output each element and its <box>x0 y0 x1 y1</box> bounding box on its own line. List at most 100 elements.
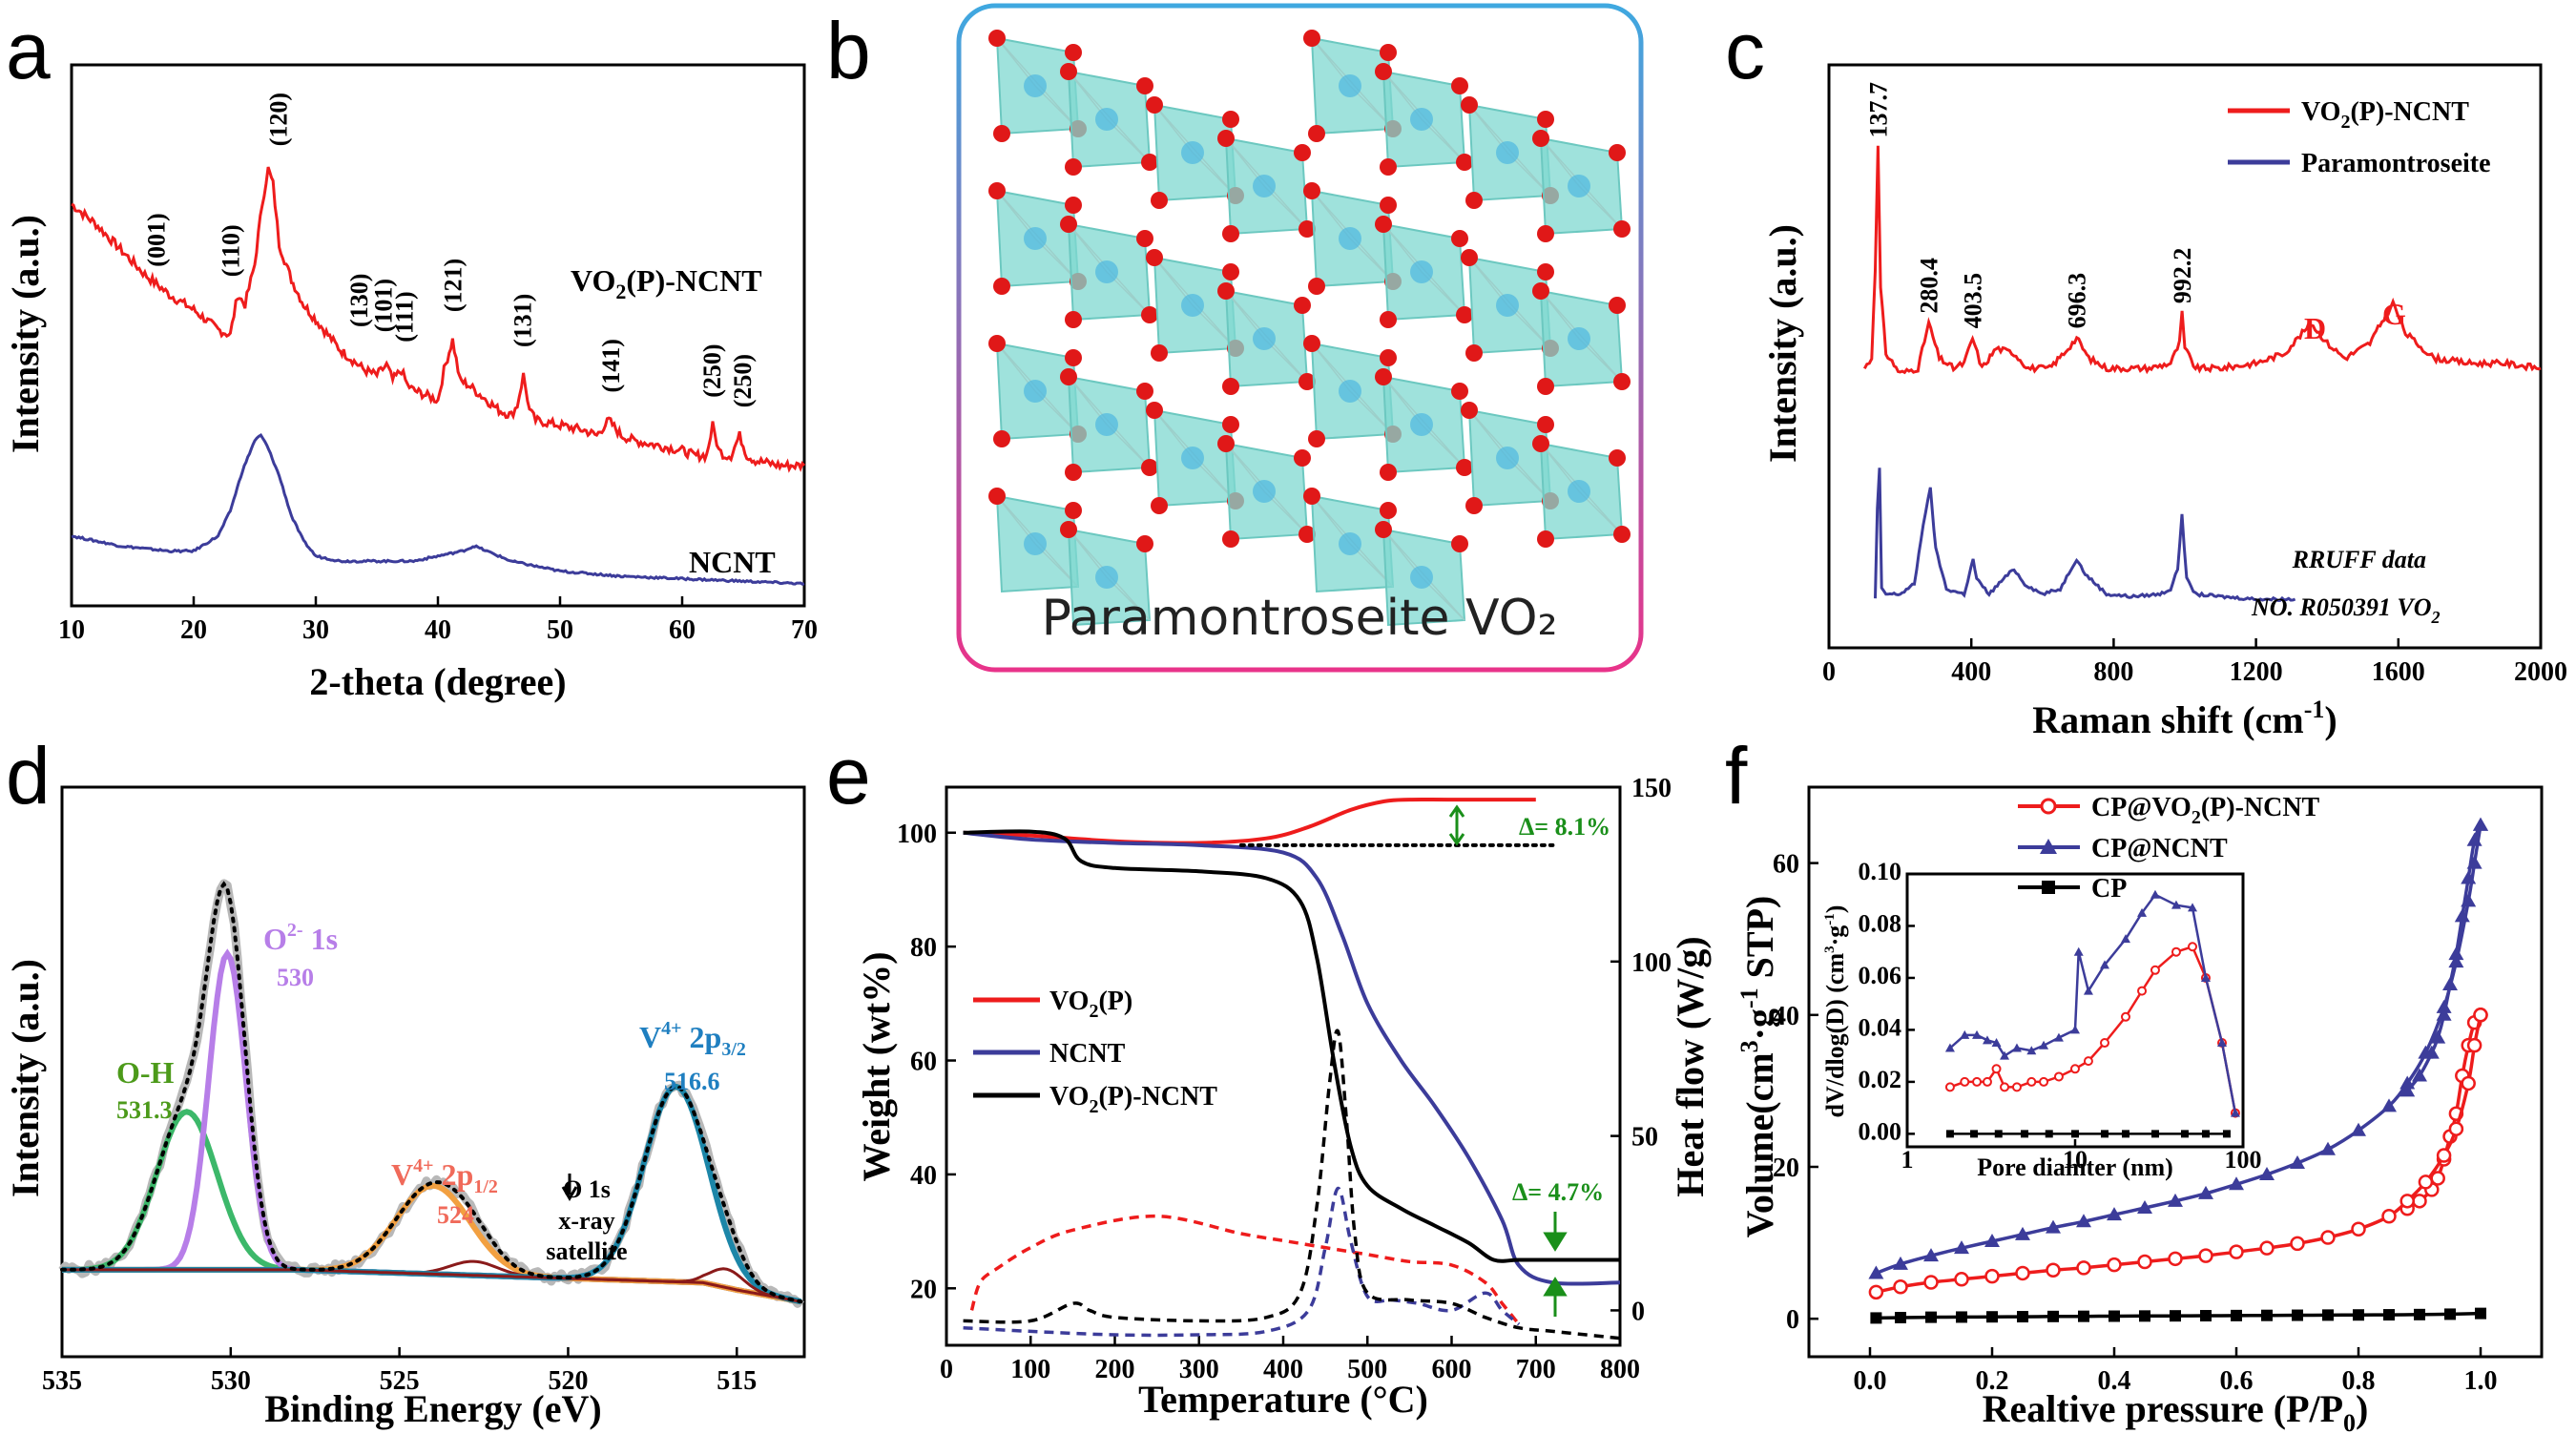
structure-oxygen-17-2 <box>1456 306 1473 323</box>
structure-oxygen-15-2 <box>1456 154 1473 171</box>
structure-oxygen-20-1 <box>1380 502 1397 519</box>
panel-f-inset-marker-2-9 <box>2180 1130 2189 1138</box>
panel-e-xtick-label-2: 200 <box>1095 1355 1135 1384</box>
structure-oxygen-25-3 <box>1537 378 1554 395</box>
panel-f-inset-marker-1-15 <box>2137 907 2148 917</box>
panel-f-xtick-label-0: 0.0 <box>1854 1366 1887 1396</box>
panel-f-inset-marker-0-6 <box>2011 1082 2022 1092</box>
panel-c-series-paramontroseite <box>1874 468 2296 603</box>
panel-f-marker-2-7 <box>2078 1310 2089 1322</box>
panel-f-inset-marker-0-11 <box>2083 1056 2093 1067</box>
structure-oxygen-15-0 <box>1375 63 1392 80</box>
panel-f-marker-0-21 <box>2448 1121 2464 1136</box>
panel-f-marker-1-2 <box>1923 1248 1939 1262</box>
panel-a-peak-label-8: (141) <box>597 339 625 392</box>
panel-f-inset-marker-1-4 <box>1991 1038 2002 1048</box>
structure-oxygen-23-0 <box>1532 130 1549 147</box>
panel-e-delta-top: Δ= 8.1% <box>1519 813 1610 841</box>
panel-c-frame <box>1827 63 2543 650</box>
panel-e-ytick-left-label-4: 100 <box>897 820 937 849</box>
panel-e-y-axis-title-right: Heat flow (W/g) <box>1669 936 1712 1196</box>
panel-f-legend-marker-ncnt <box>2040 839 2057 854</box>
panel-f-marker-1-8 <box>2107 1207 2122 1221</box>
panel-f-marker-1-13 <box>2259 1166 2275 1180</box>
panel-label-d: d <box>6 731 51 821</box>
structure-oxygen-21-1 <box>1451 535 1468 552</box>
panel-c-peak-label-2: 403.5 <box>1960 273 1987 329</box>
panel-c-xtick-label-2: 800 <box>2093 657 2133 687</box>
panel-c-x-axis-title: Raman shift (cm-1) <box>2032 696 2337 741</box>
panel-f-marker-2-14 <box>2292 1309 2303 1321</box>
panel-f-inset-marker-1-16 <box>2150 889 2160 899</box>
panel-f-xtick-label-4: 0.8 <box>2342 1366 2376 1396</box>
panel-f-marker-2-9 <box>2139 1310 2150 1322</box>
panel-f-inset-marker-1-5 <box>2000 1050 2010 1060</box>
panel-d-satellite-arrow <box>561 1174 578 1201</box>
panel-f-marker-0-18 <box>2399 1194 2415 1209</box>
structure-oxygen-3-3 <box>1065 311 1082 328</box>
panel-f-inset-marker-1-21 <box>2230 1108 2240 1117</box>
structure-oxygen-4-3 <box>993 430 1010 447</box>
panel-f-marker-2-17 <box>2383 1309 2395 1321</box>
panel-e-xtick-label-0: 0 <box>940 1355 953 1384</box>
panel-a-series-ncnt <box>71 433 805 586</box>
panel-f-marker-2-12 <box>2231 1309 2242 1321</box>
structure-vanadium-10 <box>1181 294 1204 317</box>
panel-a-peak-label-7: (131) <box>509 294 537 347</box>
panel-f-xtick-label-1: 0.2 <box>1976 1366 2009 1396</box>
structure-vanadium-3 <box>1095 260 1118 283</box>
panel-b-structure-drawing <box>988 30 1631 627</box>
panel-f-marker-1-12 <box>2229 1176 2244 1191</box>
panel-e-xtick-label-1: 100 <box>1010 1355 1050 1384</box>
panel-c-raman-chart: 0 400 800 1200 1600 2000 137.7 280.4 403.5 696.3… <box>1761 63 2567 741</box>
panel-c-series-vo2-ncnt <box>1862 145 2542 375</box>
structure-oxygen-17-1 <box>1451 230 1468 247</box>
panel-f-marker-1-18 <box>2399 1075 2416 1090</box>
panel-f-inset-marker-2-5 <box>2071 1130 2079 1138</box>
structure-oxygen-11-2 <box>1298 373 1316 390</box>
structure-oxygen-15-1 <box>1451 77 1468 94</box>
panel-f-inset-marker-0-14 <box>2137 986 2148 996</box>
structure-vanadium-12 <box>1181 447 1204 469</box>
panel-f-inset-marker-2-0 <box>1945 1130 1954 1138</box>
structure-oxygen-0-3 <box>993 125 1010 142</box>
structure-vanadium-4 <box>1024 380 1047 403</box>
panel-a-xtick-label-2: 30 <box>302 615 329 645</box>
panel-e-ytick-right-label-0: 0 <box>1631 1297 1645 1326</box>
panel-f-marker-0-22 <box>2461 1075 2476 1091</box>
structure-oxygen-5-1 <box>1136 383 1153 400</box>
panel-f-marker-2-13 <box>2261 1309 2273 1321</box>
structure-vanadium-0 <box>1024 74 1047 97</box>
panel-c-xtick-label-4: 1600 <box>2372 657 2425 687</box>
panel-f-marker-0-23 <box>2466 1037 2483 1053</box>
structure-oxygen-24-3 <box>1465 344 1483 362</box>
panel-f-marker-1-3 <box>1954 1240 1969 1255</box>
structure-oxygen-12-1 <box>1222 416 1239 433</box>
panel-e-xtick-label-6: 600 <box>1432 1355 1472 1384</box>
panel-b-frame <box>956 3 1644 673</box>
panel-f-inset-marker-0-2 <box>1972 1076 1983 1087</box>
panel-a-series-label-vo2: VO2(P)-NCNT <box>571 263 762 303</box>
panel-f-inset-marker-0-10 <box>2070 1064 2080 1074</box>
panel-d-fit-component-2 <box>62 1182 801 1305</box>
structure-oxygen-25-2 <box>1613 373 1631 390</box>
structure-oxygen-23-2 <box>1613 220 1631 238</box>
panel-f-marker-2-1 <box>1895 1312 1906 1324</box>
structure-oxygen-26-0 <box>1461 402 1478 419</box>
panel-f-marker-2-20 <box>2475 1307 2486 1320</box>
structure-oxygen-18-0 <box>1303 335 1320 352</box>
panel-f-marker-1-6 <box>2046 1219 2061 1234</box>
panel-f-marker-2-5 <box>2017 1311 2028 1323</box>
panel-f-marker-0-20 <box>2436 1148 2452 1163</box>
panel-f-ytick-label-1: 20 <box>1773 1153 1799 1183</box>
panel-b-caption: Paramontroseite VO₂ <box>1042 590 1558 647</box>
panel-c-plot-area <box>1862 145 2542 603</box>
structure-vanadium-6 <box>1024 532 1047 555</box>
panel-f-marker-0-11 <box>2198 1248 2213 1263</box>
structure-oxygen-12-0 <box>1146 402 1163 419</box>
panel-f-marker-0-13 <box>2259 1240 2275 1256</box>
panel-e-legend-label-vo2: VO2(P) <box>1049 987 1132 1022</box>
panel-f-inset-marker-2-6 <box>2100 1130 2109 1138</box>
panel-f-marker-2-16 <box>2353 1309 2364 1321</box>
panel-f-inset-marker-0-7 <box>2026 1076 2037 1087</box>
